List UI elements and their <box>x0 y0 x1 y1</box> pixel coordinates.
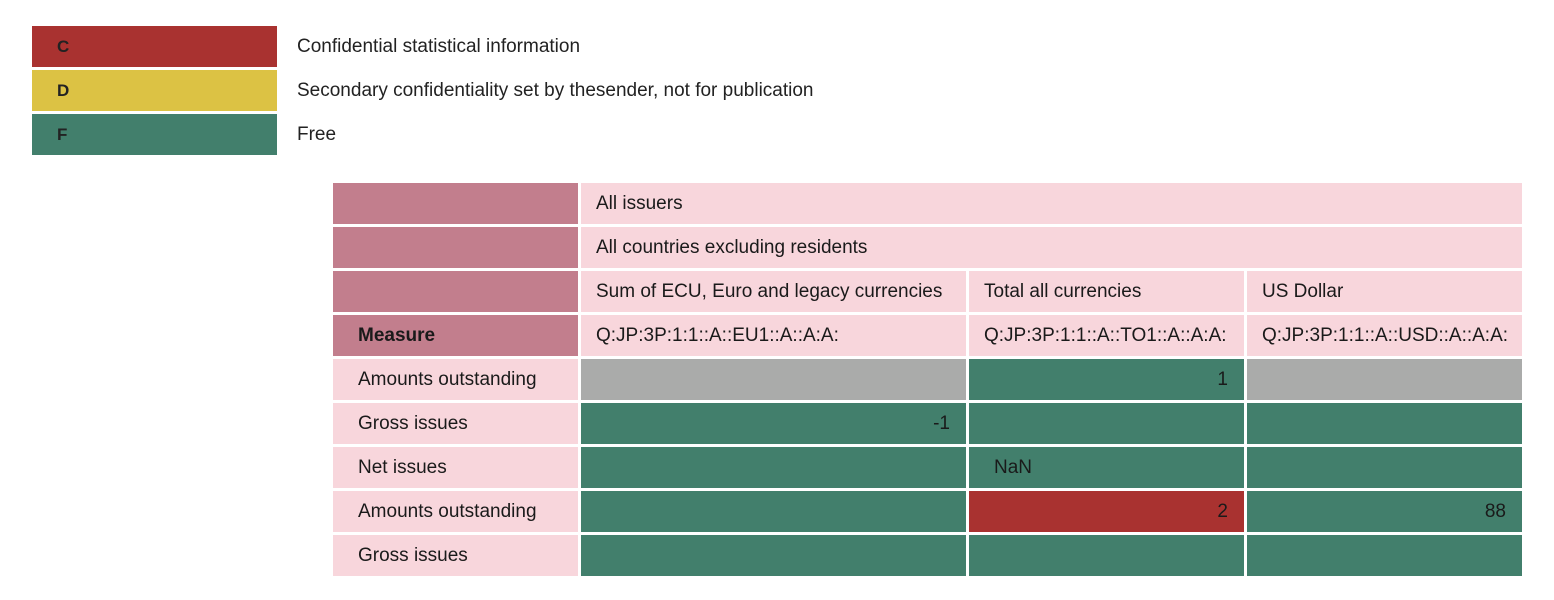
data-cell <box>581 359 966 400</box>
legend-label-f: Free <box>297 123 337 145</box>
data-cell: NaN <box>969 447 1244 488</box>
area-header: All countries excluding residents <box>581 227 1522 268</box>
header-spacer <box>333 183 578 224</box>
legend-row-c: C Confidential statistical information <box>32 26 814 67</box>
data-cell <box>969 535 1244 576</box>
issuer-header: All issuers <box>581 183 1522 224</box>
data-cell <box>581 447 966 488</box>
legend-swatch-c: C <box>32 26 277 67</box>
header-row-measure: Measure Q:JP:3P:1:1::A::EU1::A::A:A: Q:J… <box>333 315 1522 356</box>
legend-label-d: Secondary confidentiality set by thesend… <box>297 79 814 101</box>
data-cell <box>581 535 966 576</box>
row-label: Gross issues <box>333 403 578 444</box>
data-cell <box>969 403 1244 444</box>
currency-header-eu1: Sum of ECU, Euro and legacy currencies <box>581 271 966 312</box>
data-cell <box>1247 359 1522 400</box>
table-row: Net issues NaN <box>333 447 1522 488</box>
data-cell <box>1247 535 1522 576</box>
header-spacer <box>333 271 578 312</box>
header-spacer <box>333 227 578 268</box>
data-cell: -1 <box>581 403 966 444</box>
legend-label-c: Confidential statistical information <box>297 35 581 57</box>
table-row: Amounts outstanding 1 <box>333 359 1522 400</box>
series-key-eu1: Q:JP:3P:1:1::A::EU1::A::A:A: <box>581 315 966 356</box>
data-cell: 1 <box>969 359 1244 400</box>
legend-row-f: F Free <box>32 114 814 155</box>
legend-swatch-d: D <box>32 70 277 111</box>
currency-header-usd: US Dollar <box>1247 271 1522 312</box>
table-row: Amounts outstanding 2 88 <box>333 491 1522 532</box>
header-row-area: All countries excluding residents <box>333 227 1522 268</box>
series-key-to1: Q:JP:3P:1:1::A::TO1::A::A:A: <box>969 315 1244 356</box>
row-label: Gross issues <box>333 535 578 576</box>
header-row-issuer: All issuers <box>333 183 1522 224</box>
legend: C Confidential statistical information D… <box>32 26 814 158</box>
data-table: All issuers All countries excluding resi… <box>330 180 1525 579</box>
row-label: Amounts outstanding <box>333 491 578 532</box>
header-row-currency: Sum of ECU, Euro and legacy currencies T… <box>333 271 1522 312</box>
data-cell <box>581 491 966 532</box>
data-cell <box>1247 403 1522 444</box>
data-cell: 2 <box>969 491 1244 532</box>
series-key-usd: Q:JP:3P:1:1::A::USD::A::A:A: <box>1247 315 1522 356</box>
legend-row-d: D Secondary confidentiality set by these… <box>32 70 814 111</box>
currency-header-to1: Total all currencies <box>969 271 1244 312</box>
table-row: Gross issues -1 <box>333 403 1522 444</box>
data-cell: 88 <box>1247 491 1522 532</box>
data-cell <box>1247 447 1522 488</box>
legend-swatch-f: F <box>32 114 277 155</box>
measure-label: Measure <box>333 315 578 356</box>
row-label: Net issues <box>333 447 578 488</box>
table-row: Gross issues <box>333 535 1522 576</box>
row-label: Amounts outstanding <box>333 359 578 400</box>
